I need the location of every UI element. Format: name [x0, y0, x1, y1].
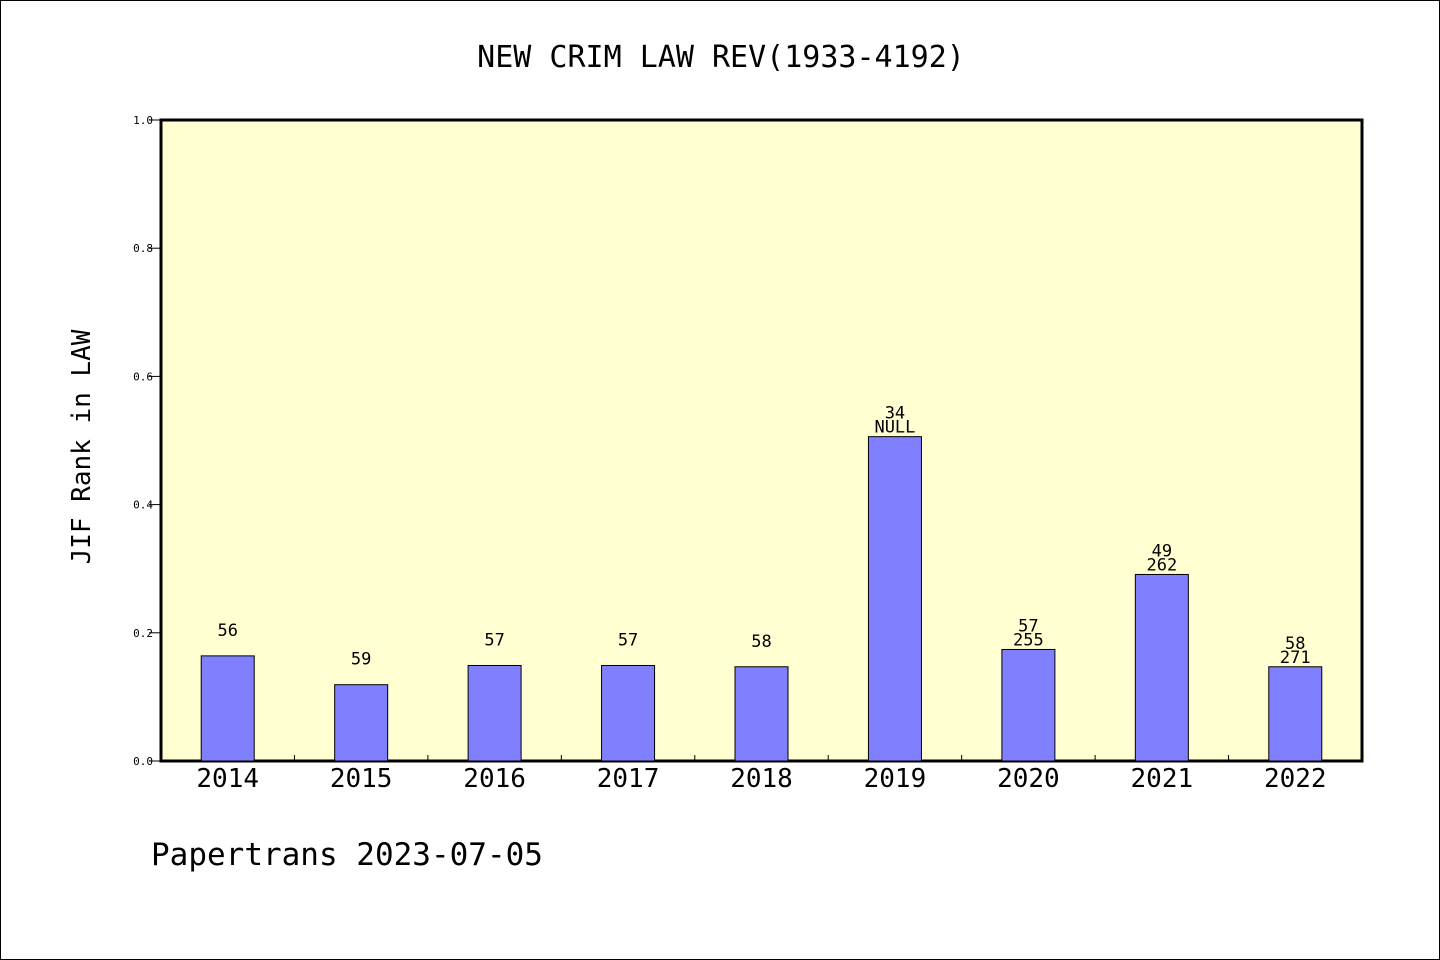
- bar-label-secondary: 255: [1013, 630, 1044, 650]
- footer-source: Papertrans 2023-07-05: [151, 837, 543, 873]
- bar: [1268, 666, 1323, 762]
- y-tick-label: 1.0: [133, 114, 153, 127]
- bar-label-secondary: NULL: [874, 418, 915, 438]
- x-tick-label: 2020: [997, 764, 1060, 794]
- y-axis-label: JIF Rank in LAW: [67, 329, 97, 564]
- y-tick-label: 0.8: [133, 242, 153, 255]
- bars: [200, 436, 1323, 762]
- x-axis: 2014 2015 2016 2017 2018 2019 2020 2021 2022: [196, 755, 1327, 794]
- bar-label-rank: 57: [484, 630, 504, 650]
- x-tick-label: 2016: [463, 764, 526, 794]
- bar-label-secondary: 262: [1146, 555, 1177, 575]
- bar-label-rank: 59: [351, 650, 371, 670]
- bar-label-rank: 58: [1285, 634, 1305, 654]
- bar: [601, 664, 656, 762]
- bar-label-rank: 34: [885, 404, 905, 424]
- bar: [734, 666, 789, 762]
- x-tick-label: 2017: [597, 764, 660, 794]
- x-tick-label: 2014: [196, 764, 259, 794]
- bar: [334, 684, 389, 762]
- bar-label-rank: 58: [751, 632, 771, 652]
- y-tick-label: 0.2: [133, 627, 153, 640]
- x-tick-label: 2019: [864, 764, 927, 794]
- y-tick-label: 0.4: [133, 499, 153, 512]
- bar-label-secondary: 271: [1280, 648, 1311, 668]
- y-tick-label: 0.6: [133, 370, 153, 383]
- x-tick-label: 2015: [330, 764, 393, 794]
- bar-label-rank: 56: [217, 621, 237, 641]
- bar: [1001, 648, 1056, 762]
- x-tick-label: 2021: [1131, 764, 1194, 794]
- bar: [200, 655, 255, 762]
- bar-label-rank: 57: [1018, 616, 1038, 636]
- chart-title: NEW CRIM LAW REV(1933-4192): [477, 40, 965, 75]
- bar-label-rank: 57: [618, 630, 638, 650]
- y-tick-label: 0.0: [133, 755, 153, 768]
- bar: [867, 436, 922, 762]
- bar: [1134, 573, 1189, 762]
- x-tick-label: 2018: [730, 764, 793, 794]
- bar-label-rank: 49: [1152, 541, 1172, 561]
- y-axis: 0.0 0.2 0.4 0.6 0.8 1.0: [133, 114, 161, 768]
- x-tick-label: 2022: [1264, 764, 1327, 794]
- bar: [467, 664, 522, 762]
